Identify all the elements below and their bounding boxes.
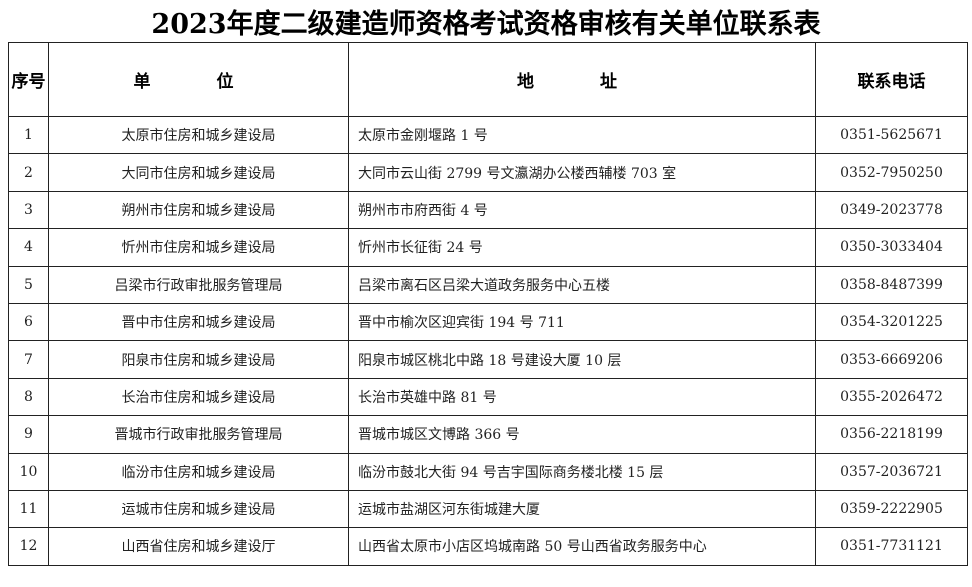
cell-seq: 12: [8, 527, 49, 566]
table-row: 5 吕梁市行政审批服务管理局 吕梁市离石区吕梁大道政务服务中心五楼 0358-8487…: [8, 265, 968, 304]
cell-unit: 晋城市行政审批服务管理局: [48, 415, 349, 454]
table-row: 2 大同市住房和城乡建设局 大同市云山街 2799 号文瀛湖办公楼西辅楼 703 室…: [8, 153, 968, 192]
cell-address: 长治市英雄中路 81 号: [348, 377, 816, 417]
cell-address: 运城市盐湖区河东街城建大厦: [348, 489, 816, 529]
cell-phone: 0356-2218199: [815, 415, 968, 454]
cell-phone: 0357-2036721: [815, 452, 968, 491]
cell-seq: 3: [8, 190, 49, 230]
cell-unit: 临汾市住房和城乡建设局: [48, 452, 349, 491]
cell-unit: 朔州市住房和城乡建设局: [48, 190, 349, 230]
cell-phone: 0359-2222905: [815, 489, 968, 529]
cell-address: 山西省太原市小店区坞城南路 50 号山西省政务服务中心: [348, 527, 816, 566]
cell-seq: 11: [8, 489, 49, 529]
cell-unit: 山西省住房和城乡建设厅: [48, 527, 349, 566]
cell-seq: 7: [8, 340, 49, 379]
cell-unit: 忻州市住房和城乡建设局: [48, 228, 349, 267]
table-row: 11 运城市住房和城乡建设局 运城市盐湖区河东街城建大厦 0359-2222905: [8, 489, 968, 529]
cell-unit: 太原市住房和城乡建设局: [48, 115, 349, 155]
table-header: 序号 单 位 地 址 联系电话: [8, 42, 968, 117]
cell-unit: 晋中市住房和城乡建设局: [48, 302, 349, 342]
cell-seq: 5: [8, 265, 49, 304]
table-row: 9 晋城市行政审批服务管理局 晋城市城区文博路 366 号 0356-2218199: [8, 415, 968, 454]
header-address: 地 址: [348, 42, 816, 117]
cell-seq: 1: [8, 115, 49, 155]
cell-address: 忻州市长征街 24 号: [348, 228, 816, 267]
cell-address: 晋城市城区文博路 366 号: [348, 415, 816, 454]
table-row: 7 阳泉市住房和城乡建设局 阳泉市城区桃北中路 18 号建设大厦 10 层 0353-…: [8, 340, 968, 379]
cell-phone: 0351-5625671: [815, 115, 968, 155]
cell-address: 吕梁市离石区吕梁大道政务服务中心五楼: [348, 265, 816, 304]
cell-seq: 2: [8, 153, 49, 192]
table-row: 3 朔州市住房和城乡建设局 朔州市市府西街 4 号 0349-2023778: [8, 190, 968, 230]
cell-phone: 0349-2023778: [815, 190, 968, 230]
cell-unit: 长治市住房和城乡建设局: [48, 377, 349, 417]
cell-unit: 吕梁市行政审批服务管理局: [48, 265, 349, 304]
cell-unit: 阳泉市住房和城乡建设局: [48, 340, 349, 379]
cell-seq: 9: [8, 415, 49, 454]
cell-seq: 4: [8, 228, 49, 267]
cell-phone: 0352-7950250: [815, 153, 968, 192]
cell-phone: 0358-8487399: [815, 265, 968, 304]
cell-phone: 0353-6669206: [815, 340, 968, 379]
cell-address: 大同市云山街 2799 号文瀛湖办公楼西辅楼 703 室: [348, 153, 816, 192]
table-row: 1 太原市住房和城乡建设局 太原市金刚堰路 1 号 0351-5625671: [8, 115, 968, 155]
cell-unit: 大同市住房和城乡建设局: [48, 153, 349, 192]
page-title: 2023年度二级建造师资格考试资格审核有关单位联系表: [151, 9, 821, 40]
cell-seq: 10: [8, 452, 49, 491]
cell-address: 阳泉市城区桃北中路 18 号建设大厦 10 层: [348, 340, 816, 379]
cell-unit: 运城市住房和城乡建设局: [48, 489, 349, 529]
table-row: 6 晋中市住房和城乡建设局 晋中市榆次区迎宾街 194 号 711 0354-3201…: [8, 302, 968, 342]
table-row: 4 忻州市住房和城乡建设局 忻州市长征街 24 号 0350-3033404: [8, 228, 968, 267]
header-phone: 联系电话: [815, 42, 968, 117]
cell-seq: 8: [8, 377, 49, 417]
cell-phone: 0350-3033404: [815, 228, 968, 267]
cell-address: 太原市金刚堰路 1 号: [348, 115, 816, 155]
header-seq: 序号: [8, 42, 49, 117]
cell-address: 晋中市榆次区迎宾街 194 号 711: [348, 302, 816, 342]
cell-phone: 0354-3201225: [815, 302, 968, 342]
cell-address: 朔州市市府西街 4 号: [348, 190, 816, 230]
table-row: 12 山西省住房和城乡建设厅 山西省太原市小店区坞城南路 50 号山西省政务服务中心…: [8, 527, 968, 566]
header-unit: 单 位: [48, 42, 349, 117]
cell-address: 临汾市鼓北大街 94 号吉宇国际商务楼北楼 15 层: [348, 452, 816, 491]
cell-phone: 0355-2026472: [815, 377, 968, 417]
table-row: 8 长治市住房和城乡建设局 长治市英雄中路 81 号 0355-2026472: [8, 377, 968, 417]
cell-seq: 6: [8, 302, 49, 342]
cell-phone: 0351-7731121: [815, 527, 968, 566]
